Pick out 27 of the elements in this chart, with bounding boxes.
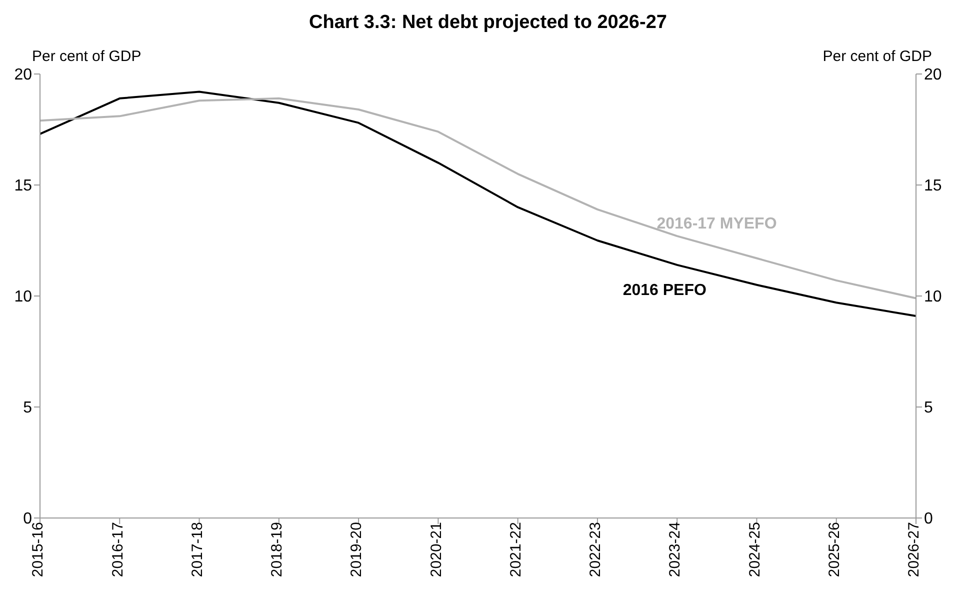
- y-tick-label: 15: [14, 178, 32, 195]
- y2-tick-label: 10: [924, 288, 942, 306]
- y2-tick-label: 20: [924, 66, 942, 84]
- y-tick-label: 0: [23, 510, 32, 528]
- x-tick-label: 2017-18: [188, 522, 206, 578]
- y-axis-title: Per cent of GDP: [32, 48, 142, 65]
- y2-axis-title: Per cent of GDP: [822, 48, 932, 65]
- chart-title: Chart 3.3: Net debt projected to 2026-27: [308, 12, 668, 34]
- y-tick-label: 5: [23, 400, 32, 417]
- series-label: 2016-17 MYEFO: [656, 215, 777, 232]
- x-tick-label: 2026-27: [906, 522, 923, 578]
- y-tick-label: 20: [14, 66, 32, 84]
- x-tick-label: 2023-24: [666, 522, 684, 578]
- x-tick-label: 2018-19: [268, 522, 286, 578]
- x-tick-label: 2020-21: [428, 522, 445, 578]
- x-tick-label: 2021-22: [507, 522, 524, 578]
- y2-tick-label: 5: [924, 400, 933, 417]
- x-tick-label: 2022-23: [587, 522, 604, 578]
- x-tick-label: 2016-17: [109, 522, 126, 578]
- x-tick-label: 2025-26: [826, 522, 844, 578]
- x-tick-label: 2015-16: [30, 522, 47, 578]
- y2-tick-label: 15: [924, 178, 942, 195]
- x-tick-label: 2019-20: [348, 522, 366, 578]
- series-label: 2016 PEFO: [622, 282, 706, 300]
- y2-tick-label: 0: [924, 510, 933, 528]
- x-tick-label: 2024-25: [746, 522, 764, 578]
- y-tick-label: 10: [14, 288, 32, 306]
